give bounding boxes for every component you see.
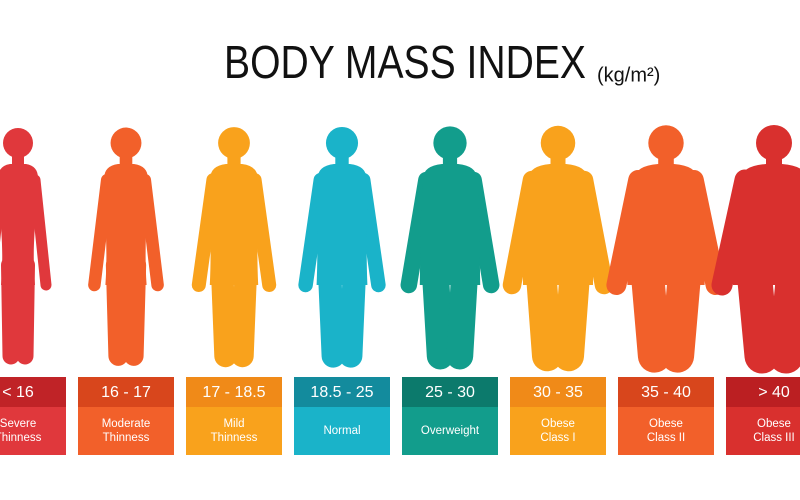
head <box>540 125 576 161</box>
head <box>110 127 142 159</box>
range: < 16 <box>2 384 34 401</box>
range: 16 - 17 <box>101 384 151 401</box>
range-box <box>510 377 606 407</box>
class-label: Obese <box>541 418 575 430</box>
range-box <box>294 377 390 407</box>
label-box <box>186 407 282 455</box>
class-label: Class I <box>540 432 575 444</box>
class-label: Obese <box>649 418 683 430</box>
range-box <box>402 377 498 407</box>
class-label: Thinness <box>0 432 42 444</box>
torso <box>104 164 148 285</box>
range: 30 - 35 <box>533 384 583 401</box>
class-label: Mild <box>223 418 244 430</box>
range: > 40 <box>758 384 790 401</box>
label-box <box>78 407 174 455</box>
head <box>648 125 684 161</box>
class-label: Obese <box>757 418 791 430</box>
label-box <box>510 407 606 455</box>
range: 25 - 30 <box>425 384 475 401</box>
torso <box>627 164 705 285</box>
head <box>325 126 359 160</box>
class-label: Severe <box>0 418 36 430</box>
label-box <box>618 407 714 455</box>
range: 18.5 - 25 <box>310 384 373 401</box>
range-box <box>186 377 282 407</box>
range-box <box>78 377 174 407</box>
torso <box>732 164 800 285</box>
head <box>756 125 792 161</box>
class-label: Thinness <box>211 432 258 444</box>
torso <box>209 164 259 285</box>
torso <box>0 164 38 285</box>
class-label: Overweight <box>421 425 480 437</box>
unit: (kg/m²) <box>597 64 660 86</box>
range-box <box>726 377 800 407</box>
title: BODY MASS INDEX <box>224 36 586 88</box>
torso <box>419 164 481 285</box>
class-label: Moderate <box>102 418 151 430</box>
range: 17 - 18.5 <box>202 384 265 401</box>
torso <box>522 164 594 285</box>
label-box <box>0 407 66 455</box>
head <box>218 127 250 159</box>
range-box <box>618 377 714 407</box>
label-box <box>294 407 390 455</box>
range-box <box>0 377 66 407</box>
class-label: Class II <box>647 432 685 444</box>
class-label: Thinness <box>103 432 150 444</box>
head <box>3 128 33 158</box>
torso <box>316 164 368 285</box>
class-label: Normal <box>323 425 360 437</box>
label-box <box>402 407 498 455</box>
head <box>433 126 467 160</box>
class-label: Class III <box>753 432 795 444</box>
range: 35 - 40 <box>641 384 691 401</box>
label-box <box>726 407 800 455</box>
